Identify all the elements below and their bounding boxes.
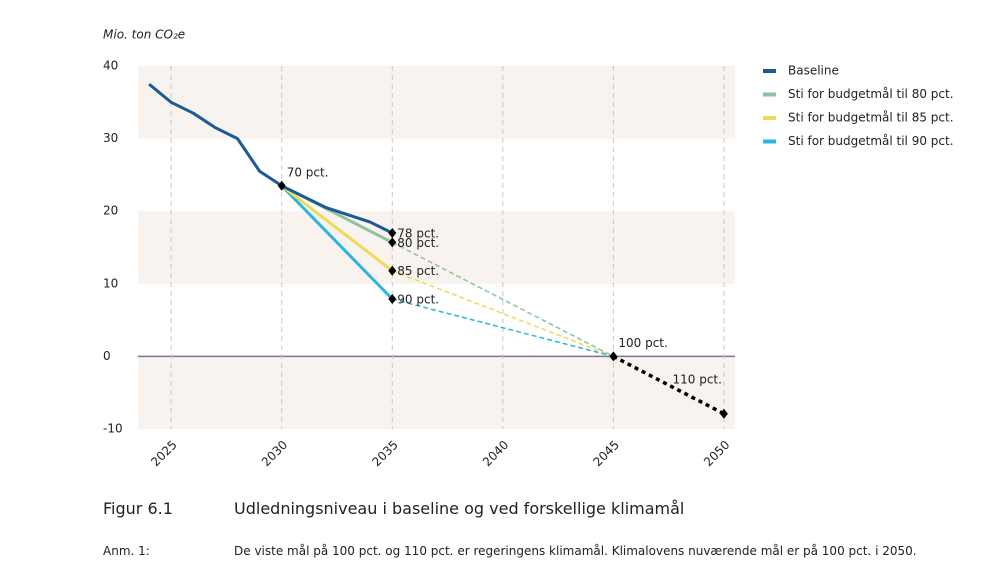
annotation: 85 pct. xyxy=(397,264,439,278)
annotation: 90 pct. xyxy=(397,293,439,307)
line xyxy=(148,82,393,235)
marker xyxy=(388,294,397,305)
band xyxy=(138,66,735,139)
annotation: 70 pct. xyxy=(287,165,329,179)
legend-label: Sti for budgetmål til 90 pct. xyxy=(788,134,954,148)
marker xyxy=(719,408,728,419)
x-tick-label: 2040 xyxy=(480,438,511,469)
x-tick-label: 2025 xyxy=(148,438,179,469)
figure-caption: Udledningsniveau i baseline og ved forsk… xyxy=(234,499,685,518)
figure-number: Figur 6.1 xyxy=(103,499,173,518)
legend-label: Sti for budgetmål til 80 pct. xyxy=(788,87,954,101)
y-tick-label: 40 xyxy=(103,59,118,73)
y-tick-label: 10 xyxy=(103,276,118,290)
note-label: Anm. 1: xyxy=(103,544,150,558)
marker xyxy=(277,180,286,191)
x-tick-label: 2030 xyxy=(259,438,290,469)
x-tick-label: 2035 xyxy=(369,438,400,469)
marker xyxy=(388,265,397,276)
marker xyxy=(388,237,397,248)
line xyxy=(280,184,394,301)
y-axis-label: Mio. ton CO₂e xyxy=(103,28,185,42)
y-tick-label: 20 xyxy=(103,204,118,218)
y-tick-label: 30 xyxy=(103,131,118,145)
annotation: 78 pct. xyxy=(397,226,439,240)
annotation: 110 pct. xyxy=(672,372,721,386)
annotation: 80 pct. xyxy=(397,236,439,250)
line xyxy=(391,241,614,358)
line xyxy=(392,298,614,358)
marker xyxy=(609,351,618,362)
band xyxy=(138,356,735,429)
line xyxy=(280,184,394,272)
y-tick-label: 0 xyxy=(103,349,111,363)
marker xyxy=(388,227,397,238)
x-tick-label: 2050 xyxy=(701,438,732,469)
annotation: 100 pct. xyxy=(618,336,667,350)
x-tick-label: 2045 xyxy=(590,438,621,469)
legend-label: Baseline xyxy=(788,64,839,78)
y-tick-label: -10 xyxy=(103,422,123,436)
note-text: De viste mål på 100 pct. og 110 pct. er … xyxy=(234,544,917,558)
legend-label: Sti for budgetmål til 85 pct. xyxy=(788,111,954,125)
band xyxy=(138,211,735,284)
